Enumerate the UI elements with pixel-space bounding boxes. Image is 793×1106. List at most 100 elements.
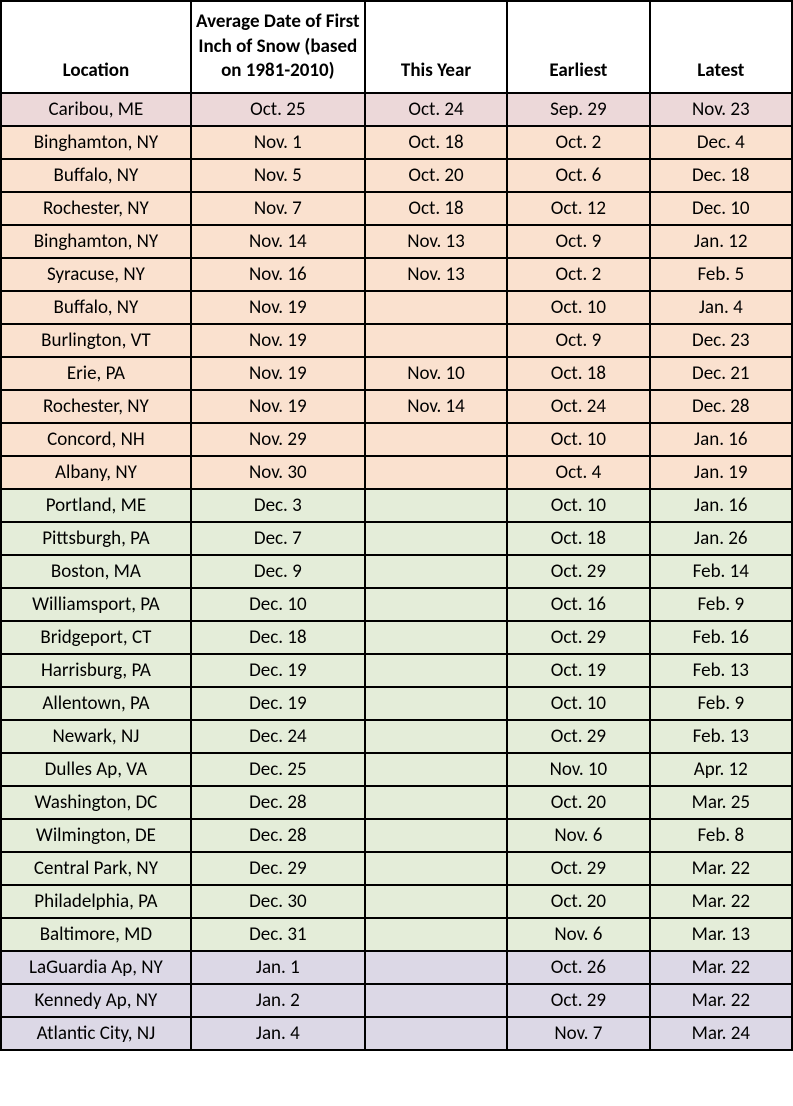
cell-thisYear: Oct. 18 xyxy=(365,192,507,225)
cell-latest: Feb. 9 xyxy=(650,687,792,720)
cell-thisYear xyxy=(365,720,507,753)
cell-avg: Nov. 19 xyxy=(191,390,365,423)
cell-thisYear xyxy=(365,885,507,918)
table-row: Philadelphia, PADec. 30Oct. 20Mar. 22 xyxy=(1,885,792,918)
cell-avg: Dec. 18 xyxy=(191,621,365,654)
cell-earliest: Oct. 18 xyxy=(507,357,649,390)
cell-location: Syracuse, NY xyxy=(1,258,191,291)
table-row: Atlantic City, NJJan. 4Nov. 7Mar. 24 xyxy=(1,1017,792,1050)
cell-earliest: Oct. 16 xyxy=(507,588,649,621)
cell-location: Burlington, VT xyxy=(1,324,191,357)
header-avg: Average Date of First Inch of Snow (base… xyxy=(191,1,365,93)
table-row: Concord, NHNov. 29Oct. 10Jan. 16 xyxy=(1,423,792,456)
table-row: Harrisburg, PADec. 19Oct. 19Feb. 13 xyxy=(1,654,792,687)
header-earliest: Earliest xyxy=(507,1,649,93)
cell-location: LaGuardia Ap, NY xyxy=(1,951,191,984)
cell-thisYear xyxy=(365,984,507,1017)
cell-latest: Jan. 4 xyxy=(650,291,792,324)
cell-latest: Feb. 8 xyxy=(650,819,792,852)
cell-latest: Feb. 9 xyxy=(650,588,792,621)
cell-location: Central Park, NY xyxy=(1,852,191,885)
cell-thisYear: Nov. 10 xyxy=(365,357,507,390)
cell-latest: Apr. 12 xyxy=(650,753,792,786)
cell-location: Buffalo, NY xyxy=(1,159,191,192)
cell-earliest: Oct. 2 xyxy=(507,126,649,159)
cell-thisYear xyxy=(365,489,507,522)
cell-thisYear xyxy=(365,324,507,357)
table-row: Central Park, NYDec. 29Oct. 29Mar. 22 xyxy=(1,852,792,885)
cell-thisYear: Nov. 13 xyxy=(365,225,507,258)
cell-thisYear xyxy=(365,786,507,819)
cell-avg: Dec. 28 xyxy=(191,786,365,819)
cell-latest: Mar. 22 xyxy=(650,885,792,918)
cell-earliest: Oct. 29 xyxy=(507,852,649,885)
cell-earliest: Oct. 10 xyxy=(507,423,649,456)
cell-earliest: Oct. 9 xyxy=(507,225,649,258)
cell-location: Erie, PA xyxy=(1,357,191,390)
cell-thisYear xyxy=(365,687,507,720)
cell-location: Binghamton, NY xyxy=(1,225,191,258)
table-row: Binghamton, NYNov. 14Nov. 13Oct. 9Jan. 1… xyxy=(1,225,792,258)
cell-latest: Mar. 13 xyxy=(650,918,792,951)
cell-avg: Nov. 19 xyxy=(191,357,365,390)
cell-location: Boston, MA xyxy=(1,555,191,588)
cell-earliest: Oct. 2 xyxy=(507,258,649,291)
header-latest: Latest xyxy=(650,1,792,93)
cell-latest: Mar. 22 xyxy=(650,984,792,1017)
table-row: Kennedy Ap, NYJan. 2 Oct. 29Mar. 22 xyxy=(1,984,792,1017)
cell-latest: Dec. 23 xyxy=(650,324,792,357)
cell-latest: Dec. 18 xyxy=(650,159,792,192)
cell-location: Dulles Ap, VA xyxy=(1,753,191,786)
header-location: Location xyxy=(1,1,191,93)
cell-earliest: Oct. 19 xyxy=(507,654,649,687)
cell-avg: Nov. 30 xyxy=(191,456,365,489)
cell-location: Philadelphia, PA xyxy=(1,885,191,918)
cell-latest: Jan. 12 xyxy=(650,225,792,258)
cell-latest: Mar. 22 xyxy=(650,951,792,984)
cell-latest: Dec. 4 xyxy=(650,126,792,159)
cell-earliest: Oct. 10 xyxy=(507,291,649,324)
cell-avg: Nov. 19 xyxy=(191,291,365,324)
cell-earliest: Nov. 6 xyxy=(507,819,649,852)
cell-latest: Mar. 25 xyxy=(650,786,792,819)
cell-earliest: Oct. 12 xyxy=(507,192,649,225)
cell-latest: Jan. 16 xyxy=(650,489,792,522)
cell-thisYear xyxy=(365,423,507,456)
cell-location: Caribou, ME xyxy=(1,93,191,126)
cell-thisYear xyxy=(365,1017,507,1050)
cell-avg: Dec. 28 xyxy=(191,819,365,852)
cell-location: Rochester, NY xyxy=(1,390,191,423)
cell-thisYear: Oct. 24 xyxy=(365,93,507,126)
table-container: Location Average Date of First Inch of S… xyxy=(0,0,793,1051)
table-row: Rochester, NYNov. 19Nov. 14Oct. 24Dec. 2… xyxy=(1,390,792,423)
cell-latest: Nov. 23 xyxy=(650,93,792,126)
table-row: Caribou, MEOct. 25Oct. 24Sep. 29Nov. 23 xyxy=(1,93,792,126)
table-row: Buffalo, NYNov. 19Oct. 10Jan. 4 xyxy=(1,291,792,324)
cell-earliest: Sep. 29 xyxy=(507,93,649,126)
cell-avg: Nov. 14 xyxy=(191,225,365,258)
cell-avg: Oct. 25 xyxy=(191,93,365,126)
cell-location: Portland, ME xyxy=(1,489,191,522)
table-header-row: Location Average Date of First Inch of S… xyxy=(1,1,792,93)
cell-thisYear: Oct. 18 xyxy=(365,126,507,159)
cell-earliest: Oct. 10 xyxy=(507,489,649,522)
cell-thisYear xyxy=(365,522,507,555)
cell-earliest: Nov. 6 xyxy=(507,918,649,951)
cell-earliest: Oct. 24 xyxy=(507,390,649,423)
cell-latest: Feb. 13 xyxy=(650,720,792,753)
cell-location: Baltimore, MD xyxy=(1,918,191,951)
cell-latest: Feb. 16 xyxy=(650,621,792,654)
cell-location: Kennedy Ap, NY xyxy=(1,984,191,1017)
table-row: Burlington, VTNov. 19Oct. 9Dec. 23 xyxy=(1,324,792,357)
cell-location: Rochester, NY xyxy=(1,192,191,225)
cell-thisYear: Nov. 14 xyxy=(365,390,507,423)
cell-earliest: Oct. 29 xyxy=(507,984,649,1017)
cell-location: Washington, DC xyxy=(1,786,191,819)
table-row: Dulles Ap, VADec. 25Nov. 10Apr. 12 xyxy=(1,753,792,786)
cell-earliest: Oct. 26 xyxy=(507,951,649,984)
cell-thisYear xyxy=(365,852,507,885)
cell-avg: Dec. 9 xyxy=(191,555,365,588)
cell-avg: Jan. 4 xyxy=(191,1017,365,1050)
cell-avg: Nov. 16 xyxy=(191,258,365,291)
cell-avg: Jan. 2 xyxy=(191,984,365,1017)
